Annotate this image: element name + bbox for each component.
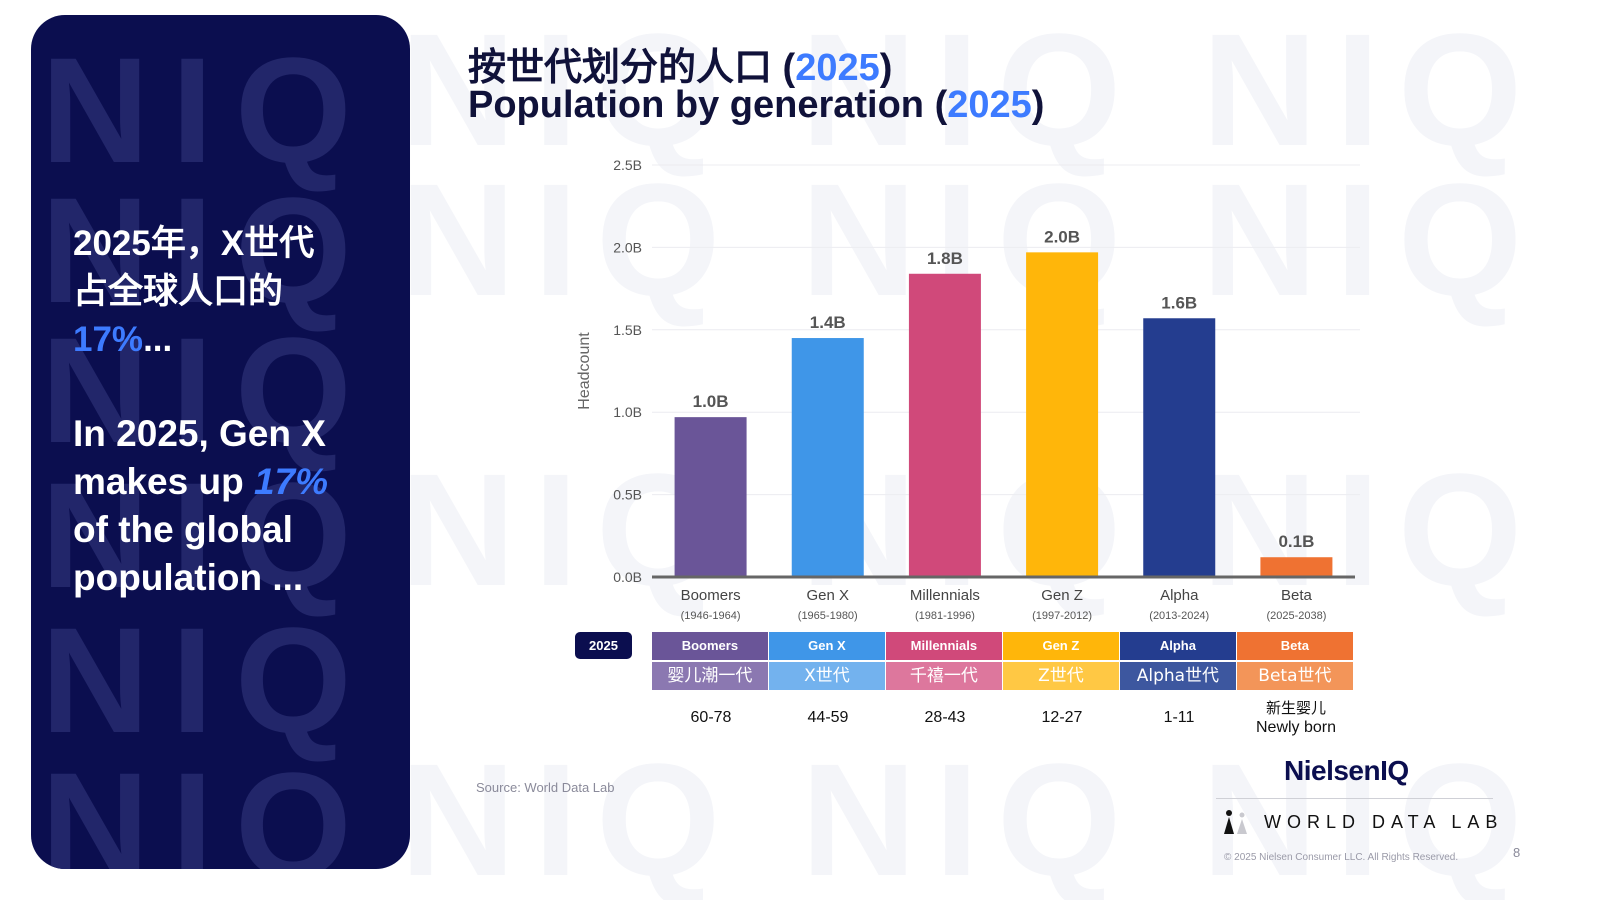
bar-millennials [908, 273, 981, 577]
y-tick-label: 0.0B [613, 569, 642, 585]
x-tick-years: (1997-2012) [1032, 610, 1092, 622]
panel-watermark-row: NIQ NIQ [41, 26, 374, 194]
x-tick-label: Boomers [681, 587, 741, 604]
panel-watermark-row: NIQ NIQ [41, 741, 374, 869]
table-age-range: 60-78 [690, 709, 732, 726]
nielseniq-logo: NielsenIQ [1284, 755, 1409, 786]
data-label: 2.0B [1044, 227, 1080, 246]
panel-watermark-row: NIQ NIQ [41, 306, 374, 474]
table-generation-en: Boomers [652, 632, 768, 660]
table-age-range: 新生婴儿 Newly born [1237, 698, 1355, 738]
world-data-lab-logo: WORLD DATA LAB [1222, 810, 1503, 834]
table-age-range: 1-11 [1163, 709, 1195, 726]
watermark-row: NIQ NIQ NIQ [400, 0, 1541, 179]
data-label: 1.4B [810, 313, 846, 332]
table-generation-zh: X世代 [769, 662, 885, 690]
table-generation-zh: Alpha世代 [1120, 662, 1236, 690]
y-tick-label: 1.5B [613, 322, 642, 338]
y-axis-label: Headcount [576, 332, 593, 410]
table-generation-zh: Z世代 [1003, 662, 1119, 690]
data-label: 1.6B [1161, 293, 1197, 312]
y-tick-label: 2.0B [613, 239, 642, 255]
bar-alpha [1143, 318, 1216, 577]
table-generation-en: Millennials [886, 632, 1002, 660]
panel-watermark-row: NIQ NIQ [41, 596, 374, 764]
data-label: 0.1B [1278, 532, 1314, 551]
world-data-lab-wordmark: WORLD DATA LAB [1264, 811, 1504, 832]
table-generation-en: Gen X [769, 632, 885, 660]
left-callout-panel: NIQ NIQ NIQ NIQ NIQ NIQ NIQ NIQ NIQ NIQ … [31, 15, 410, 869]
logo-divider [1216, 798, 1493, 799]
x-tick-label: Alpha [1160, 587, 1199, 604]
page-title-english: Population by generation (2025) [468, 84, 1045, 126]
bar-beta [1260, 557, 1333, 577]
x-tick-years: (2013-2024) [1149, 610, 1209, 622]
table-generation-zh: 千禧一代 [886, 662, 1002, 690]
x-tick-label: Gen X [806, 587, 849, 604]
bar-gen-z [1026, 252, 1099, 577]
world-data-lab-icon [1224, 810, 1247, 834]
y-tick-label: 0.5B [613, 487, 642, 503]
source-note: Source: World Data Lab [476, 780, 615, 795]
year-badge: 2025 [575, 632, 632, 659]
panel-watermark-row: NIQ NIQ [41, 166, 374, 334]
x-tick-years: (2025-2038) [1266, 610, 1326, 622]
watermark-row: NIQ NIQ NIQ [400, 730, 1541, 900]
x-tick-years: (1965-1980) [798, 610, 858, 622]
table-age-range: 12-27 [1041, 709, 1083, 726]
bar-gen-x [791, 338, 864, 577]
panel-watermark-row: NIQ NIQ [41, 451, 374, 619]
page-title-chinese: 按世代划分的人口 (2025) [468, 47, 893, 89]
bar-boomers [674, 417, 747, 577]
data-label: 1.8B [927, 249, 963, 268]
x-tick-years: (1946-1964) [681, 610, 741, 622]
table-generation-zh: Beta世代 [1237, 662, 1353, 690]
x-tick-label: Millennials [910, 587, 980, 604]
table-age-range: 28-43 [924, 709, 966, 726]
x-tick-label: Beta [1281, 587, 1313, 604]
table-generation-en: Beta [1237, 632, 1353, 660]
page-number: 8 [1513, 845, 1521, 860]
newborn-label-en: Newly born [1255, 719, 1337, 736]
callout-chinese: 2025年，X世代占全球人口的17%... [73, 224, 315, 359]
table-generation-en: Gen Z [1003, 632, 1119, 660]
x-tick-years: (1981-1996) [915, 610, 975, 622]
newborn-label-zh: 新生婴儿 [1265, 699, 1326, 717]
callout-english: In 2025, Gen X makes up 17% of the globa… [73, 413, 329, 598]
y-tick-label: 1.0B [613, 404, 642, 420]
table-generation-zh: 婴儿潮一代 [652, 662, 768, 690]
y-tick-label: 2.5B [613, 157, 642, 173]
table-generation-en: Alpha [1120, 632, 1236, 660]
x-tick-label: Gen Z [1041, 587, 1083, 604]
copyright-notice: © 2025 Nielsen Consumer LLC. All Rights … [1224, 852, 1459, 863]
table-age-range: 44-59 [807, 709, 849, 726]
data-label: 1.0B [693, 392, 729, 411]
